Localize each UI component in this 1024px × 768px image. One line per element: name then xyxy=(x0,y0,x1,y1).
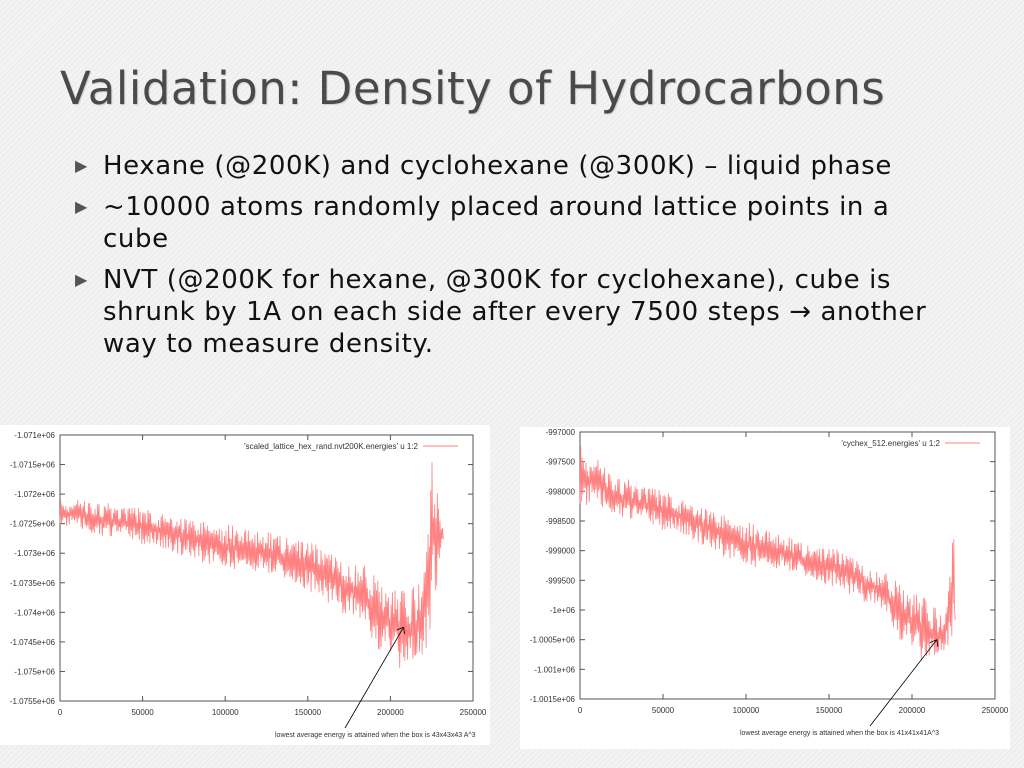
y-tick-label: -1.0005e+06 xyxy=(530,636,576,645)
x-tick-label: 250000 xyxy=(982,706,1009,715)
y-tick-label: -999500 xyxy=(546,576,576,585)
bullet-list: ▶ Hexane (@200K) and cyclohexane (@300K) … xyxy=(75,150,955,369)
bullet-item: ▶ Hexane (@200K) and cyclohexane (@300K) … xyxy=(75,150,955,182)
plot-frame xyxy=(579,431,996,700)
legend-label: 'scaled_lattice_hex_rand.nvt200K.energie… xyxy=(244,442,418,451)
bullet-item: ▶ NVT (@200K for hexane, @300K for cycloh… xyxy=(75,264,955,360)
triangle-right-icon: ▶ xyxy=(75,197,88,216)
energy-series-line xyxy=(579,446,956,661)
y-tick-label: -1.001e+06 xyxy=(534,665,575,674)
slide-title: Validation: Density of Hydrocarbons xyxy=(60,62,886,115)
y-tick-label: -999000 xyxy=(546,547,576,556)
arrowhead-icon xyxy=(396,626,406,635)
y-tick-label: -1.0735e+06 xyxy=(10,579,56,588)
annotation-arrow xyxy=(344,626,404,729)
annotation-text: lowest average energy is attained when t… xyxy=(740,730,939,737)
energy-series-line xyxy=(59,462,444,668)
cyclohexane-energy-chart: -997000 -997500 -998000 -998500 -999000 -9995… xyxy=(520,427,1010,749)
plot-frame xyxy=(59,434,474,702)
x-tick-label: 50000 xyxy=(652,706,675,715)
x-tick-label: 100000 xyxy=(733,706,760,715)
hexane-energy-chart: -1.071e+06 -1.0715e+06 -1.072e+06 -1.0725e+… xyxy=(0,425,490,745)
x-tick-label: 200000 xyxy=(377,708,404,717)
x-tick-label: 0 xyxy=(58,708,63,717)
y-tick-label: -1.074e+06 xyxy=(14,608,55,617)
x-tick-label: 150000 xyxy=(816,706,843,715)
y-tick-label: -1.072e+06 xyxy=(14,490,55,499)
x-tick-label: 100000 xyxy=(212,708,239,717)
y-tick-label: -997500 xyxy=(546,458,576,467)
triangle-right-icon: ▶ xyxy=(75,156,88,175)
y-tick-label: -1.073e+06 xyxy=(14,549,55,558)
y-tick-label: -1.0745e+06 xyxy=(10,638,56,647)
x-tick-label: 0 xyxy=(578,706,583,715)
x-tick-label: 250000 xyxy=(460,708,487,717)
x-tick-label: 50000 xyxy=(131,708,154,717)
y-tick-label: -1.0015e+06 xyxy=(530,695,576,704)
x-tick-label: 200000 xyxy=(899,706,926,715)
bullet-text: NVT (@200K for hexane, @300K for cyclohe… xyxy=(103,265,927,359)
arrowhead-icon xyxy=(929,639,939,647)
y-tick-label: -1.0715e+06 xyxy=(10,461,56,470)
bullet-item: ▶ ~10000 atoms randomly placed around lat… xyxy=(75,191,955,255)
bullet-text: Hexane (@200K) and cyclohexane (@300K) –… xyxy=(103,151,892,181)
cyclohexane-chart-svg: -997000 -997500 -998000 -998500 -999000 -9995… xyxy=(530,428,1009,737)
x-tick-label: 150000 xyxy=(294,708,321,717)
annotation-arrow xyxy=(869,639,938,727)
y-tick-label: -1.075e+06 xyxy=(14,667,55,676)
legend-label: 'cychex_512.energies' u 1:2 xyxy=(841,439,940,448)
y-tick-label: -997000 xyxy=(546,428,576,437)
y-tick-label: -1.071e+06 xyxy=(14,431,55,440)
triangle-right-icon: ▶ xyxy=(75,270,88,289)
annotation-text: lowest average energy is attained when t… xyxy=(275,732,476,739)
hexane-chart-svg: -1.071e+06 -1.0715e+06 -1.072e+06 -1.0725e+… xyxy=(10,431,487,739)
bullet-text: ~10000 atoms randomly placed around latt… xyxy=(103,192,890,254)
y-tick-label: -1.0755e+06 xyxy=(10,697,56,706)
y-tick-label: -998500 xyxy=(546,517,576,526)
y-tick-label: -1e+06 xyxy=(550,606,576,615)
y-tick-label: -998000 xyxy=(546,487,576,496)
y-tick-label: -1.0725e+06 xyxy=(10,520,56,529)
